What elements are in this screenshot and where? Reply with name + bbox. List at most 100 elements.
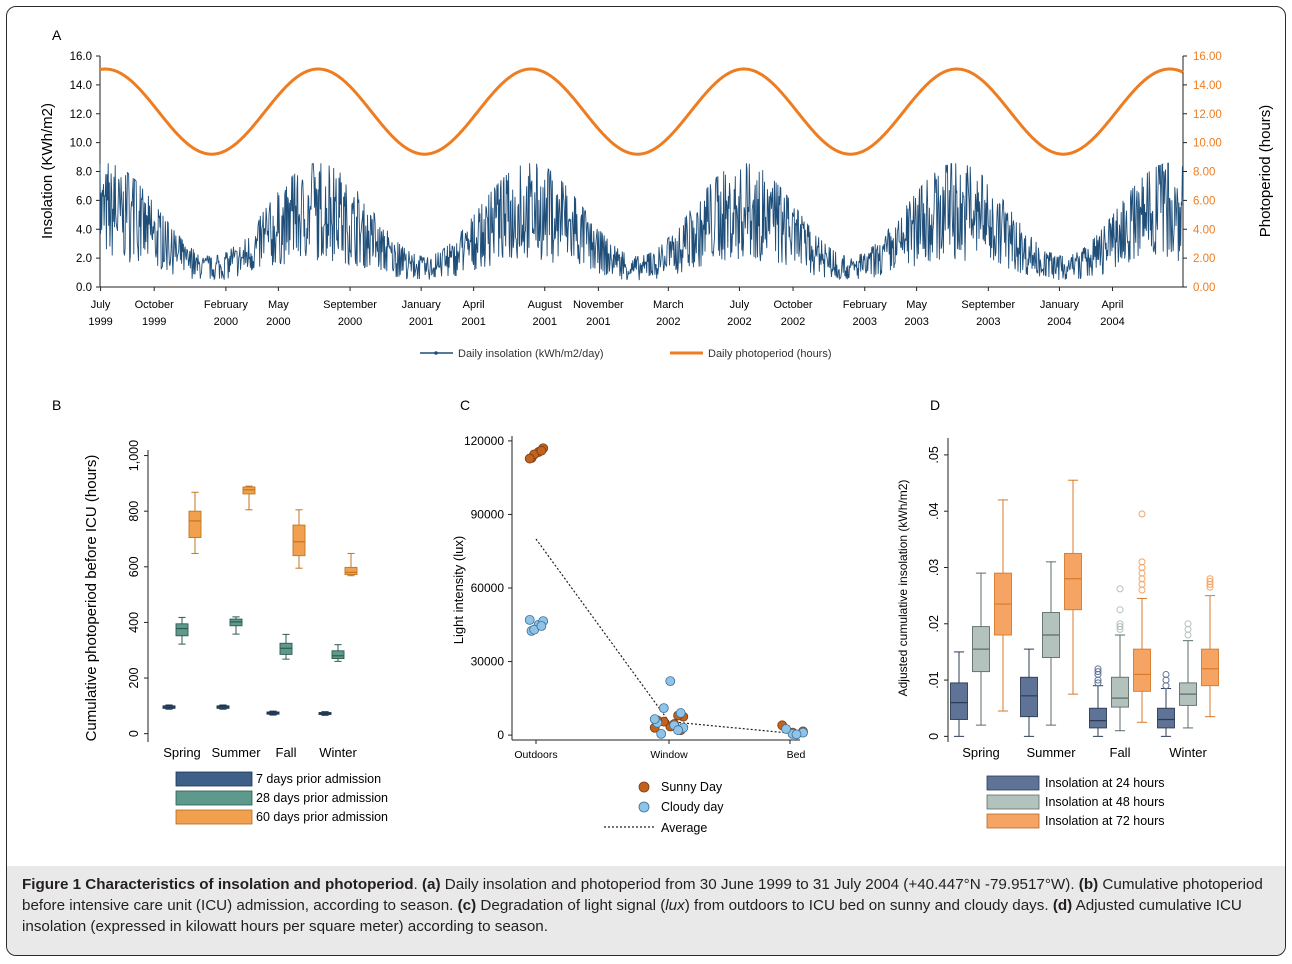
b-category-label: Winter: [319, 745, 357, 760]
legend-28days-swatch: [175, 790, 253, 806]
d-category-label: Winter: [1169, 745, 1207, 760]
a-right-tick-label: 14.00: [1193, 80, 1222, 92]
legend-60days-swatch: [175, 809, 253, 825]
panel-d-legend: Insolation at 24 hours Insolation at 48 …: [986, 775, 1165, 829]
d-box: [1089, 707, 1107, 729]
b-box: [242, 486, 256, 495]
a-x-tick-year: 2002: [781, 316, 805, 328]
a-insolation-line: [99, 162, 1184, 281]
d-outlier: [1094, 679, 1102, 687]
caption-d-tag: (d): [1052, 897, 1073, 914]
a-photoperiod-line: [99, 67, 1184, 156]
legend-cloudy-label: Cloudy day: [661, 800, 724, 814]
c-sunny-point: [524, 453, 535, 464]
d-category-label: Summer: [1026, 745, 1076, 760]
d-outlier: [1162, 682, 1170, 690]
b-y-tick-label: 1,000: [127, 440, 141, 471]
legend-7days-swatch: [175, 771, 253, 787]
a-right-tick-label: 10.00: [1193, 138, 1222, 150]
d-outlier: [1206, 575, 1214, 583]
b-y-tick-label: 0: [127, 730, 141, 737]
a-x-tick-year: 2000: [338, 316, 362, 328]
c-cloudy-point: [524, 614, 535, 625]
d-outlier: [1138, 575, 1146, 583]
c-y-tick-label: 30000: [471, 655, 505, 669]
a-right-tick-label: 16.00: [1193, 51, 1222, 63]
a-x-tick-year: 2002: [656, 316, 680, 328]
caption-c-lux: lux: [665, 897, 685, 914]
legend-sunny-marker: [638, 781, 650, 793]
legend-24h-label: Insolation at 24 hours: [1045, 776, 1165, 790]
c-cloudy-point: [658, 703, 669, 714]
d-y-tick-label: .02: [927, 615, 941, 632]
d-y-tick-label: .04: [927, 502, 941, 519]
legend-24h-swatch: [986, 775, 1040, 791]
a-left-tick-label: 14.0: [70, 80, 92, 92]
a-x-tick-month: July: [91, 299, 111, 311]
b-box: [331, 650, 345, 660]
c-category-label: Outdoors: [514, 749, 557, 761]
a-left-tick-label: 10.0: [70, 138, 92, 150]
legend-48h-swatch: [986, 794, 1040, 810]
b-y-tick-label: 600: [127, 556, 141, 577]
a-x-tick-month: September: [323, 299, 377, 311]
d-outlier: [1184, 620, 1192, 628]
a-x-tick-year: 2001: [409, 316, 433, 328]
d-outlier: [1116, 620, 1124, 628]
a-right-tick-label: 6.00: [1193, 195, 1215, 207]
caption-d-text: Adjusted cumulative ICU insolation (expr…: [22, 897, 1242, 935]
a-right-tick-label: 8.00: [1193, 167, 1215, 179]
panel-d-label: D: [930, 397, 940, 413]
a-left-tick-label: 12.0: [70, 109, 92, 121]
d-outlier: [1138, 510, 1146, 518]
c-y-tick-label: 120000: [464, 434, 504, 448]
a-x-tick-year: 1999: [88, 316, 112, 328]
c-sunny-point: [536, 445, 547, 456]
caption-a-text: Daily insolation and photoperiod from 30…: [444, 876, 1075, 893]
d-outlier: [1116, 623, 1124, 631]
c-average-line: [535, 538, 791, 734]
d-outlier: [1162, 670, 1170, 678]
caption-background: [7, 866, 1285, 955]
d-outlier: [1138, 569, 1146, 577]
b-box: [344, 566, 358, 576]
c-cloudy-point: [656, 728, 667, 739]
panel-a-y-axis-title: Insolation (KWh/m2): [39, 103, 56, 239]
legend-insolation-label: Daily insolation (kWh/m2/day): [458, 348, 604, 360]
c-cloudy-point: [536, 621, 547, 631]
a-right-tick-label: 2.00: [1193, 253, 1215, 265]
d-outlier: [1162, 676, 1170, 684]
caption-a-tag: (a): [422, 876, 441, 893]
d-outlier: [1138, 580, 1146, 588]
a-x-tick-year: 2000: [214, 316, 238, 328]
b-y-tick-label: 400: [127, 612, 141, 633]
caption-title: Figure 1 Characteristics of insolation a…: [22, 876, 414, 893]
panel-a-label: A: [52, 27, 62, 43]
caption-c-text-2: ) from outdoors to ICU bed on sunny and …: [684, 897, 1049, 914]
a-left-tick-label: 2.0: [76, 253, 92, 265]
c-category-label: Bed: [787, 749, 806, 761]
a-x-tick-month: April: [463, 299, 485, 311]
b-box: [292, 524, 306, 557]
d-box: [1020, 676, 1038, 718]
a-x-tick-year: 2004: [1047, 316, 1071, 328]
d-outlier: [1094, 668, 1102, 676]
a-x-tick-month: October: [135, 299, 174, 311]
a-x-tick-month: July: [730, 299, 750, 311]
a-right-tick-label: 0.00: [1193, 282, 1215, 294]
legend-insolation-marker: [434, 351, 438, 355]
d-box: [1133, 648, 1151, 692]
panel-a-legend: Daily insolation (kWh/m2/day) Daily phot…: [420, 348, 832, 360]
panel-c-legend: Sunny Day Cloudy day Average: [604, 780, 724, 835]
c-cloudy-point: [665, 676, 676, 687]
a-left-tick-label: 16.0: [70, 51, 92, 63]
a-x-tick-year: 2003: [853, 316, 877, 328]
a-x-tick-month: May: [906, 299, 927, 311]
d-box: [1064, 552, 1082, 611]
a-left-tick-label: 6.0: [76, 195, 92, 207]
c-category-label: Window: [650, 749, 688, 761]
panel-d: D 0 .01 .02 .03 .04 .05 Spring Summer Fall Winte…: [896, 397, 1219, 829]
c-y-tick-label: 60000: [471, 581, 505, 595]
a-x-tick-month: October: [773, 299, 812, 311]
d-outlier: [1116, 606, 1124, 614]
